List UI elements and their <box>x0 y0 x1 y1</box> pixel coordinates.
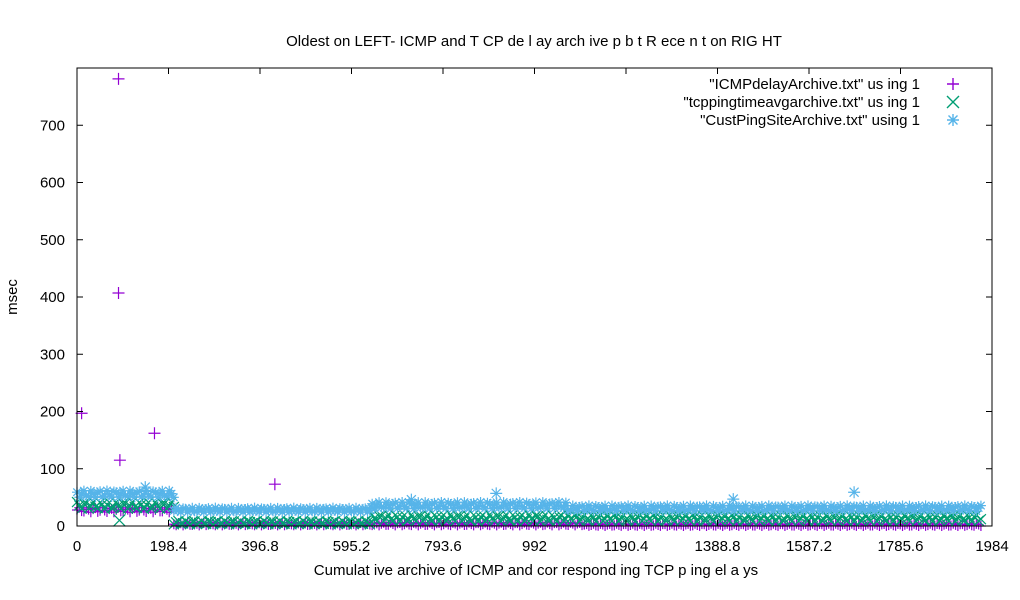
series-3-point-3 <box>727 493 740 506</box>
y-tick-label: 600 <box>40 175 65 192</box>
y-tick-label: 700 <box>40 117 65 134</box>
y-tick-label: 200 <box>40 404 65 421</box>
y-tick-label: 300 <box>40 346 65 363</box>
legend-entry-marker <box>947 78 959 90</box>
series-layer <box>71 72 987 531</box>
x-tick-label: 1388.8 <box>695 538 741 555</box>
legend-entry-label: "ICMPdelayArchive.txt" us ing 1 <box>709 76 920 93</box>
series-2-point-band-2 <box>168 515 378 530</box>
x-tick-label: 0 <box>73 538 81 555</box>
legend-entry-label: "tcppingtimeavgarchive.txt" us ing 1 <box>683 94 920 111</box>
x-tick-label: 1587.2 <box>786 538 832 555</box>
series-1-point-1 <box>112 72 125 85</box>
x-tick-label: 595.2 <box>333 538 371 555</box>
y-tick-label: 400 <box>40 289 65 306</box>
series-3-point-band-3 <box>367 496 571 514</box>
series-3-point-band-1 <box>72 485 179 503</box>
axes-layer: 0 198.4 396.8 595.2 793.6 992 1190.4 1388.8 1587… <box>40 67 1009 555</box>
y-axis-label: msec <box>4 279 21 315</box>
x-axis-label: Cumulat ive archive of ICMP and cor resp… <box>314 562 758 579</box>
y-tick-label: 500 <box>40 232 65 249</box>
series-3-point-4 <box>848 486 861 499</box>
series-1 <box>72 72 986 531</box>
legend-entry-marker <box>947 114 959 126</box>
series-1-point-4 <box>113 454 126 467</box>
series-3 <box>72 481 986 518</box>
x-tick-label: 396.8 <box>241 538 279 555</box>
series-2-point-1 <box>113 513 126 527</box>
series-3-point-band-4 <box>560 500 986 517</box>
series-3-point-1 <box>139 481 152 494</box>
x-tick-label: 1785.6 <box>878 538 924 555</box>
series-1-point-5 <box>148 427 161 440</box>
series-1-point-2 <box>112 286 125 299</box>
x-tick-label: 1984 <box>975 538 1008 555</box>
series-1-point-3 <box>75 407 88 420</box>
chart-title: Oldest on LEFT- ICMP and T CP de l ay ar… <box>286 33 782 50</box>
legend: "ICMPdelayArchive.txt" us ing 1"tcppingt… <box>683 76 960 129</box>
series-3-point-band-2 <box>168 502 378 518</box>
x-tick-label: 1190.4 <box>604 538 649 555</box>
plot-border <box>76 67 993 527</box>
y-tick-label: 0 <box>57 518 65 535</box>
y-tick-label: 100 <box>40 461 65 478</box>
legend-entry-label: "CustPingSiteArchive.txt" using 1 <box>700 112 920 129</box>
series-3-point-5 <box>405 493 418 506</box>
x-tick-label: 992 <box>522 538 547 555</box>
x-tick-label: 793.6 <box>424 538 462 555</box>
x-tick-label: 198.4 <box>150 538 188 555</box>
series-1-point-6 <box>268 478 281 491</box>
series-3-point-2 <box>490 487 503 500</box>
legend-entry-marker <box>946 95 960 109</box>
